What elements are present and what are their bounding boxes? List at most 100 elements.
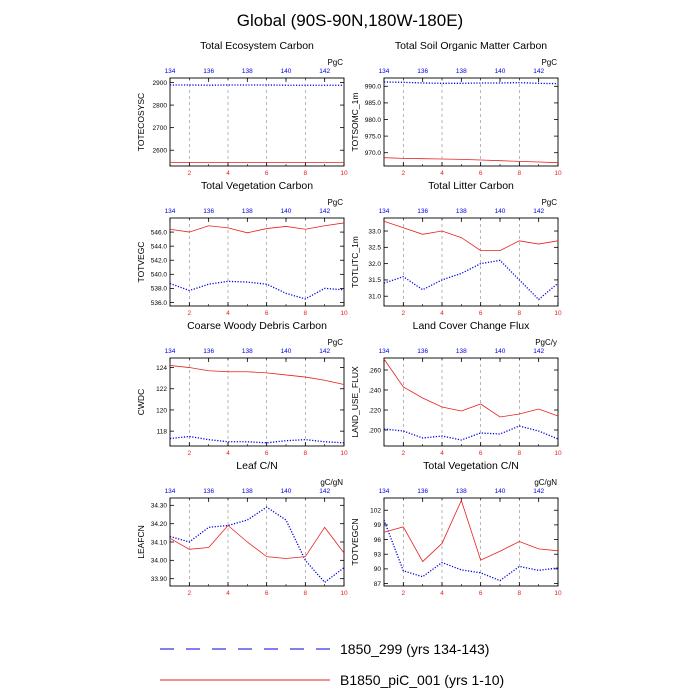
x-tick-label: 10 — [554, 310, 562, 317]
x-tick-label: 4 — [440, 310, 444, 317]
series-line-1850-299 — [169, 506, 345, 584]
y-tick-label: 31.5 — [368, 277, 381, 284]
x-tick-label: 8 — [518, 310, 522, 317]
x-top-tick-label: 138 — [242, 208, 253, 215]
y-tick-label: .220 — [368, 407, 381, 414]
y-tick-label: 34.10 — [151, 539, 168, 546]
panel-title: Land Cover Change Flux — [413, 320, 530, 332]
panel-4: Total Litter Carbon PgC TOTLITC_1m 2 4 6 8 10 13… — [350, 180, 562, 317]
figure-title: Global (90S-90N,180W-180E) — [237, 11, 463, 30]
panel-6: Land Cover Change Flux PgC/y LAND_USE_FLUX… — [350, 320, 562, 457]
x-tick-label: 4 — [440, 450, 444, 457]
x-top-tick-label: 134 — [379, 488, 390, 495]
series-line-1850-299 — [169, 435, 345, 444]
x-top-tick-label: 134 — [379, 348, 390, 355]
y-tick-label: 980.0 — [365, 117, 382, 124]
x-top-tick-label: 140 — [495, 208, 506, 215]
y-tick-label: 33.0 — [368, 228, 381, 235]
x-top-tick-label: 136 — [417, 68, 428, 75]
x-top-tick-label: 140 — [495, 68, 506, 75]
y-tick-label: 2800 — [153, 102, 168, 109]
series-line-1850-299 — [383, 519, 559, 582]
panel-7: Leaf C/N gC/gN LEAFCN 2 4 6 8 10 134 136 138 140 142… — [136, 460, 348, 597]
x-tick-label: 4 — [226, 590, 230, 597]
panel-title: Leaf C/N — [236, 460, 277, 472]
y-tick-label: 90 — [374, 566, 382, 573]
series-line-b1850-pic-001 — [169, 365, 345, 385]
x-tick-label: 8 — [304, 590, 308, 597]
y-tick-label: 87 — [374, 581, 382, 588]
plot-frame — [169, 217, 345, 307]
y-tick-label: 990.0 — [365, 84, 382, 91]
y-axis-label: LEAFCN — [136, 525, 146, 559]
x-tick-label: 2 — [402, 450, 406, 457]
legend-label-red: B1850_piC_001 (yrs 1-10) — [340, 672, 504, 688]
x-top-tick-label: 136 — [203, 208, 214, 215]
x-top-tick-label: 134 — [165, 68, 176, 75]
x-top-tick-label: 142 — [533, 208, 544, 215]
x-tick-label: 6 — [265, 450, 269, 457]
series-line-b1850-pic-001 — [383, 220, 559, 251]
y-tick-label: 32.5 — [368, 245, 381, 252]
y-axis-label: TOTVEGC — [136, 242, 146, 283]
x-tick-label: 10 — [340, 590, 348, 597]
y-tick-label: .260 — [368, 367, 381, 374]
y-tick-label: 970.0 — [365, 150, 382, 157]
x-tick-label: 10 — [340, 170, 348, 177]
x-tick-label: 8 — [518, 450, 522, 457]
x-tick-label: 10 — [340, 310, 348, 317]
panel-3: Total Vegetation Carbon PgC TOTVEGC 2 4 6 8 10 1… — [136, 180, 348, 317]
y-tick-label: 2600 — [153, 148, 168, 155]
x-top-tick-label: 136 — [203, 68, 214, 75]
y-tick-label: .200 — [368, 427, 381, 434]
x-tick-label: 6 — [479, 310, 483, 317]
x-tick-label: 4 — [226, 310, 230, 317]
x-top-tick-label: 140 — [281, 208, 292, 215]
y-axis-label: CWDC — [136, 389, 146, 415]
plot-frame — [169, 497, 345, 587]
y-tick-label: 540.0 — [151, 272, 168, 279]
panel-units: PgC/y — [535, 338, 557, 347]
panel-title: Coarse Woody Debris Carbon — [187, 320, 327, 332]
panel-units: PgC — [541, 58, 557, 67]
x-top-tick-label: 134 — [379, 68, 390, 75]
panel-units: gC/gN — [320, 478, 343, 487]
x-tick-label: 10 — [340, 450, 348, 457]
plot-frame — [169, 357, 345, 447]
x-top-tick-label: 140 — [281, 348, 292, 355]
x-tick-label: 2 — [402, 310, 406, 317]
y-tick-label: 542.0 — [151, 258, 168, 265]
y-tick-label: 32.0 — [368, 261, 381, 268]
panel-title: Total Vegetation Carbon — [201, 180, 313, 192]
x-top-tick-label: 142 — [319, 208, 330, 215]
legend: 1850_299 (yrs 134-143) B1850_piC_001 (yr… — [160, 641, 504, 688]
plot-frame — [383, 217, 559, 307]
panel-title: Total Ecosystem Carbon — [200, 40, 314, 52]
x-tick-label: 4 — [440, 170, 444, 177]
x-tick-label: 10 — [554, 450, 562, 457]
x-tick-label: 6 — [265, 310, 269, 317]
x-top-tick-label: 136 — [417, 488, 428, 495]
x-top-tick-label: 142 — [319, 348, 330, 355]
x-top-tick-label: 134 — [165, 488, 176, 495]
x-tick-label: 10 — [554, 170, 562, 177]
x-tick-label: 2 — [188, 310, 192, 317]
series-line-1850-299 — [169, 280, 345, 300]
y-tick-label: 31.0 — [368, 294, 381, 301]
y-tick-label: 99 — [374, 522, 382, 529]
x-tick-label: 2 — [402, 590, 406, 597]
x-top-tick-label: 138 — [456, 68, 467, 75]
series-line-b1850-pic-001 — [383, 157, 559, 164]
panel-units: PgC — [541, 198, 557, 207]
series-line-b1850-pic-001 — [169, 222, 345, 234]
y-axis-label: TOTECOSYSC — [136, 93, 146, 151]
panel-8: Total Vegetation C/N gC/gN TOTVEGCN 2 4 6 8 10 1… — [350, 460, 562, 597]
y-tick-label: .240 — [368, 387, 381, 394]
x-top-tick-label: 140 — [281, 488, 292, 495]
y-axis-label: LAND_USE_FLUX — [350, 366, 360, 438]
y-tick-label: 120 — [156, 407, 167, 414]
panel-units: PgC — [327, 338, 343, 347]
panels: Total Ecosystem Carbon PgC TOTECOSYSC 2 4 6 8 1… — [136, 40, 562, 597]
